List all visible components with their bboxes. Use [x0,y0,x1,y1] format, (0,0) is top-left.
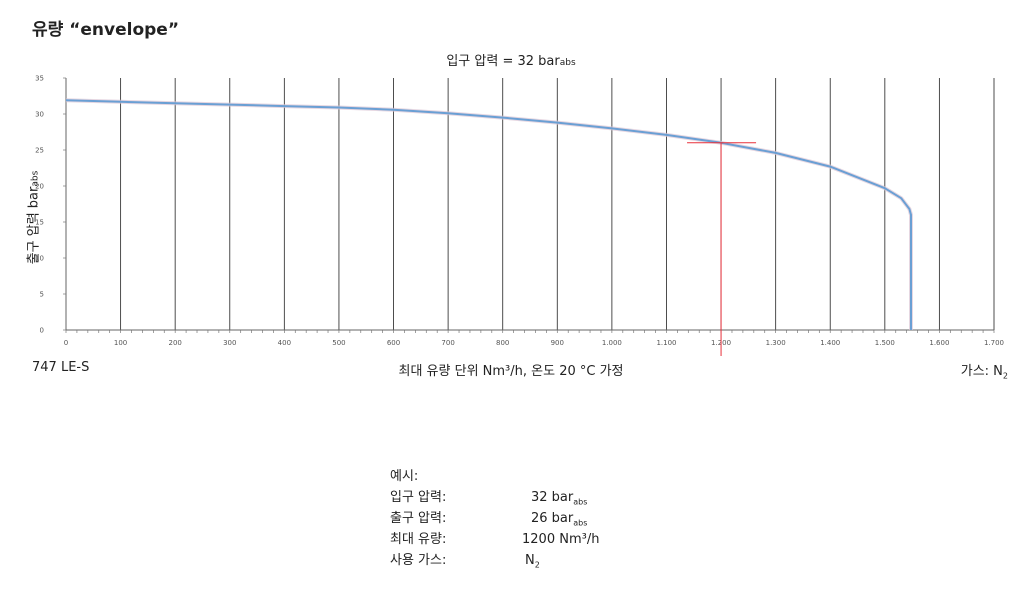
x-tick-label: 1.600 [929,339,949,347]
y-tick-label: 5 [40,291,44,299]
x-tick-label: 1.300 [766,339,786,347]
example-value: 32 barabs [531,487,587,513]
gas-label: 가스: N2 [961,360,1008,381]
model-label: 747 LE-S [32,360,90,375]
x-tick-label: 600 [387,339,400,347]
x-tick-label: 300 [223,339,236,347]
x-tick-label: 1.100 [656,339,676,347]
x-tick-label: 200 [168,339,181,347]
x-tick-label: 1.500 [875,339,895,347]
example-value: 26 barabs [531,508,587,534]
example-label: 사용 가스: [390,553,447,568]
example-value-sub: 2 [534,560,540,570]
x-tick-label: 1.000 [602,339,622,347]
x-tick-label: 700 [441,339,454,347]
x-tick-label: 1.700 [984,339,1004,347]
example-value: N2 [525,550,540,576]
example-value-sub: abs [573,518,588,528]
y-tick-label: 25 [35,147,44,155]
example-title: 예시: [390,469,419,484]
y-tick-label: 15 [35,219,44,227]
x-tick-label: 100 [114,339,127,347]
chart-title-sub: abs [559,58,576,68]
example-value-main: N [525,553,535,568]
y-tick-label: 0 [40,327,44,335]
x-axis-label: 최대 유량 단위 Nm³/h, 온도 20 °C 가정 [398,364,624,379]
example-value-main: 26 bar [531,511,574,526]
example-label: 출구 압력: [390,511,447,526]
example-value-sub: abs [573,497,588,507]
y-tick-label: 30 [35,111,44,119]
example-value: 1200 Nm³/h [522,532,600,547]
x-tick-label: 900 [551,339,564,347]
series-shadow [65,98,913,330]
chart-title-main: 입구 압력 = 32 bar [446,54,560,69]
x-tick-label: 1.400 [820,339,840,347]
chart-title: 입구 압력 = 32 barabs [0,50,1022,69]
x-tick-label: 400 [278,339,291,347]
y-tick-label: 10 [35,255,44,263]
y-tick-label: 35 [35,75,44,83]
series-line [65,99,912,330]
example-label: 입구 압력: [390,490,447,505]
gas-label-sub: 2 [1002,371,1008,381]
x-tick-label: 0 [64,339,68,347]
x-tick-label: 800 [496,339,509,347]
page-title: 유량 “envelope” [32,20,179,40]
y-tick-label: 20 [35,183,44,191]
gas-label-main: 가스: N [960,364,1003,379]
x-tick-label: 500 [332,339,345,347]
example-value-main: 32 bar [531,490,574,505]
example-label: 최대 유량: [390,532,447,547]
